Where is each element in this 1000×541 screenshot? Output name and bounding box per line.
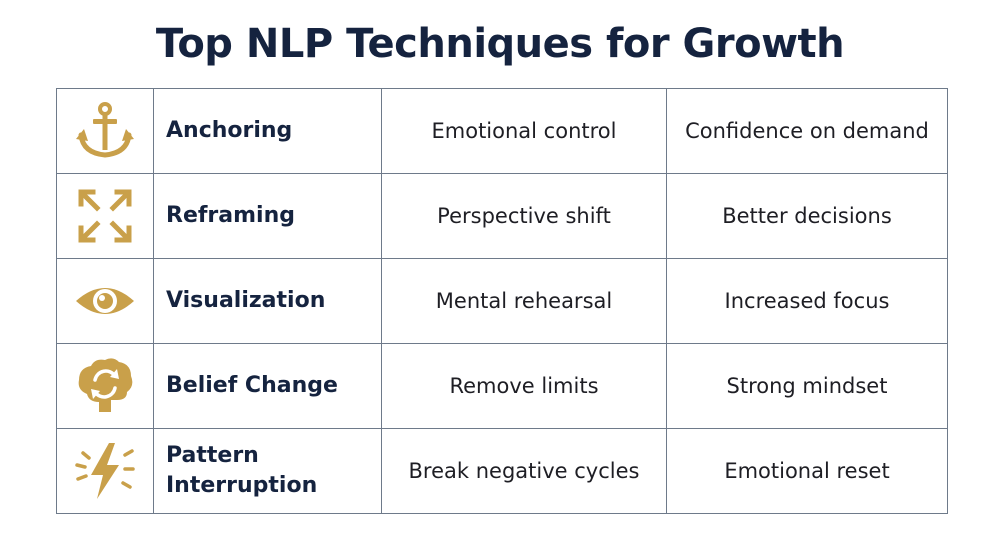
table-row: Anchoring Emotional control Confidence o… (56, 88, 948, 174)
icon-cell (56, 258, 154, 344)
result-cell: Confidence on demand (666, 88, 948, 174)
brain-refresh-icon (73, 354, 137, 418)
page-title: Top NLP Techniques for Growth (155, 21, 845, 67)
benefit-cell: Mental rehearsal (381, 258, 667, 344)
benefit-cell: Perspective shift (381, 173, 667, 259)
techniques-table: Anchoring Emotional control Confidence o… (56, 88, 948, 514)
icon-cell (56, 428, 154, 514)
technique-name: Anchoring (166, 118, 293, 143)
lightning-icon (73, 439, 137, 503)
result-cell: Emotional reset (666, 428, 948, 514)
result-cell: Increased focus (666, 258, 948, 344)
result-cell: Better decisions (666, 173, 948, 259)
expand-arrows-icon (73, 184, 137, 248)
technique-name: Visualization (166, 288, 326, 313)
result-cell: Strong mindset (666, 343, 948, 429)
icon-cell (56, 173, 154, 259)
benefit-cell: Break negative cycles (381, 428, 667, 514)
table-row: Visualization Mental rehearsal Increased… (56, 258, 948, 344)
benefit-cell: Emotional control (381, 88, 667, 174)
eye-icon (73, 269, 137, 333)
icon-cell (56, 343, 154, 429)
technique-name: Belief Change (166, 373, 338, 398)
technique-name: Pattern Interruption (166, 443, 318, 498)
icon-cell (56, 88, 154, 174)
table-row: Belief Change Remove limits Strong minds… (56, 343, 948, 429)
anchor-icon (73, 99, 137, 163)
table-row: Pattern Interruption Break negative cycl… (56, 428, 948, 514)
table-row: Reframing Perspective shift Better decis… (56, 173, 948, 259)
technique-name: Reframing (166, 203, 296, 228)
benefit-cell: Remove limits (381, 343, 667, 429)
